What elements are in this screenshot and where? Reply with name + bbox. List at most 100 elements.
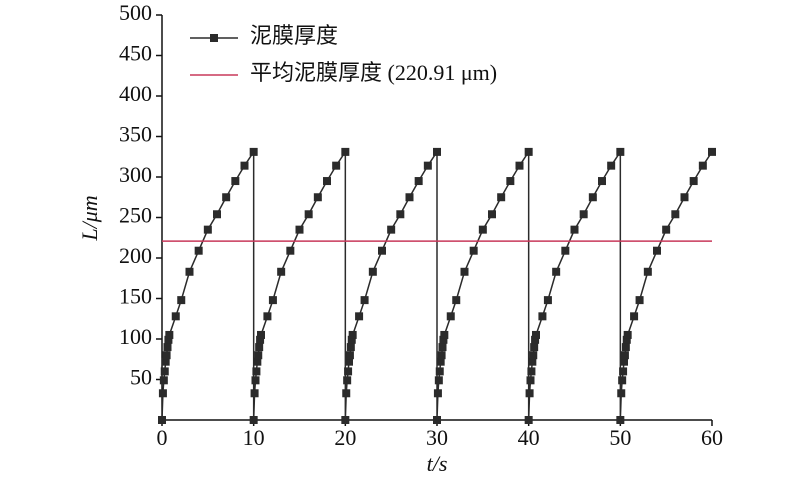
- marker: [185, 267, 194, 276]
- x-tick-label: 60: [701, 425, 723, 450]
- marker: [531, 335, 540, 344]
- marker: [347, 335, 356, 344]
- marker: [255, 343, 264, 352]
- marker: [698, 161, 707, 170]
- marker: [240, 161, 249, 170]
- marker: [662, 225, 671, 234]
- marker: [621, 343, 630, 352]
- marker: [524, 416, 533, 424]
- marker: [588, 193, 597, 202]
- marker: [423, 161, 432, 170]
- marker: [177, 296, 186, 305]
- marker: [630, 312, 639, 321]
- marker: [342, 389, 351, 398]
- marker: [653, 246, 661, 255]
- marker: [263, 312, 272, 321]
- y-tick-label: 100: [119, 324, 152, 349]
- marker: [257, 330, 265, 339]
- marker: [164, 335, 173, 344]
- marker: [253, 357, 262, 366]
- legend-label: 泥膜厚度: [250, 23, 338, 48]
- marker: [159, 376, 168, 385]
- marker: [231, 177, 240, 186]
- marker: [160, 367, 169, 376]
- x-axis-label: t/s: [427, 451, 448, 476]
- marker: [213, 210, 221, 219]
- marker: [343, 376, 352, 385]
- marker: [252, 367, 261, 376]
- y-tick-label: 300: [119, 162, 152, 187]
- marker: [378, 246, 386, 255]
- marker: [341, 416, 350, 424]
- marker: [543, 296, 552, 305]
- marker: [616, 147, 625, 156]
- marker: [525, 389, 534, 398]
- marker: [435, 367, 444, 376]
- marker: [368, 267, 377, 276]
- marker: [268, 296, 277, 305]
- marker: [623, 330, 632, 339]
- marker: [689, 177, 698, 186]
- marker: [598, 177, 606, 186]
- marker: [446, 312, 455, 321]
- marker: [250, 389, 259, 398]
- marker: [436, 357, 445, 366]
- marker: [530, 343, 539, 352]
- marker: [552, 267, 561, 276]
- x-tick-label: 50: [609, 425, 631, 450]
- y-tick-label: 50: [130, 365, 152, 390]
- marker: [643, 267, 652, 276]
- marker: [497, 193, 506, 202]
- legend-marker: [210, 34, 218, 42]
- marker: [524, 147, 533, 156]
- marker: [165, 330, 174, 339]
- marker: [617, 389, 626, 398]
- marker: [341, 147, 350, 156]
- x-tick-label: 10: [243, 425, 265, 450]
- marker: [433, 389, 442, 398]
- y-axis-label: L/μm: [77, 195, 102, 241]
- marker: [616, 416, 625, 424]
- x-tick-label: 40: [518, 425, 540, 450]
- marker: [348, 330, 357, 339]
- x-tick-label: 30: [426, 425, 448, 450]
- marker: [158, 389, 167, 398]
- marker: [437, 351, 446, 360]
- marker: [527, 367, 536, 376]
- marker: [671, 210, 680, 219]
- marker: [387, 225, 396, 234]
- marker: [254, 351, 263, 360]
- y-tick-label: 150: [119, 284, 152, 309]
- marker: [414, 177, 423, 186]
- marker: [313, 193, 322, 202]
- marker: [346, 343, 355, 352]
- marker: [203, 225, 212, 234]
- marker: [570, 225, 579, 234]
- marker: [249, 147, 258, 156]
- marker: [515, 161, 524, 170]
- legend-label: 平均泥膜厚度 (220.91 μm): [250, 60, 497, 85]
- y-tick-label: 450: [119, 41, 152, 66]
- marker: [708, 147, 716, 156]
- marker: [251, 376, 260, 385]
- x-tick-label: 0: [157, 425, 168, 450]
- marker: [222, 193, 231, 202]
- x-tick-label: 20: [334, 425, 356, 450]
- marker: [304, 210, 313, 219]
- marker: [295, 225, 304, 234]
- marker: [452, 296, 461, 305]
- marker: [433, 147, 441, 156]
- marker: [618, 376, 627, 385]
- marker: [506, 177, 515, 186]
- marker: [332, 161, 341, 170]
- marker: [286, 246, 295, 255]
- marker: [344, 367, 353, 376]
- marker: [532, 330, 540, 339]
- marker: [619, 367, 628, 376]
- y-tick-label: 350: [119, 122, 152, 147]
- marker: [488, 210, 496, 219]
- y-tick-label: 250: [119, 203, 152, 228]
- marker: [405, 193, 414, 202]
- marker: [345, 351, 354, 360]
